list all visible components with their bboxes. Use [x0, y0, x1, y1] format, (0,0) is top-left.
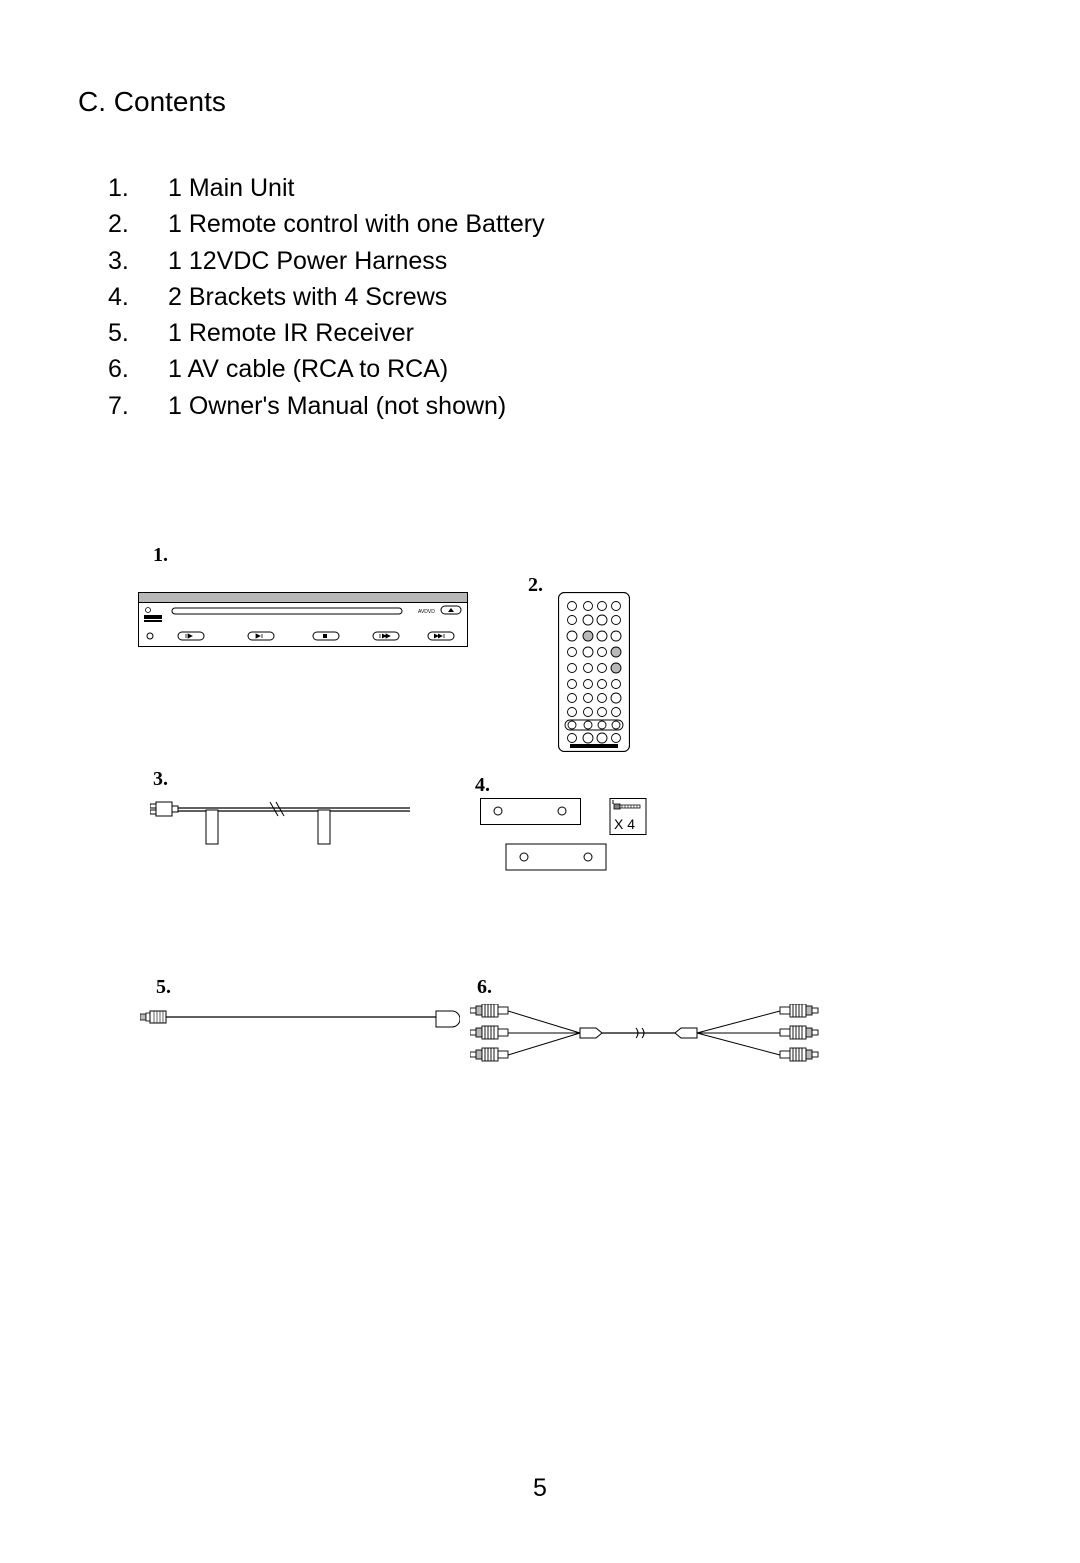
figure-5-ir-receiver	[140, 1008, 460, 1032]
list-item: 5. 1 Remote IR Receiver	[108, 315, 1002, 351]
page-number: 5	[0, 1474, 1080, 1503]
item-number: 1.	[108, 170, 168, 206]
figure-2-label: 2.	[528, 574, 543, 597]
item-text: 1 Owner's Manual (not shown)	[168, 388, 1002, 424]
figure-5-label: 5.	[156, 976, 171, 999]
list-item: 2. 1 Remote control with one Battery	[108, 206, 1002, 242]
figure-1-main-unit: AVDVD	[138, 592, 468, 647]
item-number: 2.	[108, 206, 168, 242]
item-number: 4.	[108, 279, 168, 315]
item-number: 7.	[108, 388, 168, 424]
item-text: 1 Remote control with one Battery	[168, 206, 1002, 242]
list-item: 7. 1 Owner's Manual (not shown)	[108, 388, 1002, 424]
figure-4-brackets: X 4	[480, 798, 680, 886]
item-text: 2 Brackets with 4 Screws	[168, 279, 1002, 315]
figure-3-harness	[150, 800, 410, 850]
list-item: 3. 1 12VDC Power Harness	[108, 243, 1002, 279]
figure-2-remote	[558, 592, 630, 752]
section-title: C. Contents	[78, 86, 1002, 118]
item-number: 6.	[108, 351, 168, 387]
list-item: 4. 2 Brackets with 4 Screws	[108, 279, 1002, 315]
item-text: 1 12VDC Power Harness	[168, 243, 1002, 279]
item-text: 1 Main Unit	[168, 170, 1002, 206]
figure-6-label: 6.	[477, 976, 492, 999]
item-number: 3.	[108, 243, 168, 279]
item-number: 5.	[108, 315, 168, 351]
figure-1-label: 1.	[153, 544, 168, 567]
screw-quantity: X 4	[614, 816, 635, 832]
figure-3-label: 3.	[153, 768, 168, 791]
figure-6-av-cable	[470, 1004, 820, 1064]
figure-4-label: 4.	[475, 774, 490, 797]
item-text: 1 Remote IR Receiver	[168, 315, 1002, 351]
list-item: 1. 1 Main Unit	[108, 170, 1002, 206]
list-item: 6. 1 AV cable (RCA to RCA)	[108, 351, 1002, 387]
contents-list: 1. 1 Main Unit 2. 1 Remote control with …	[78, 170, 1002, 424]
brand-text: AVDVD	[418, 609, 435, 615]
item-text: 1 AV cable (RCA to RCA)	[168, 351, 1002, 387]
